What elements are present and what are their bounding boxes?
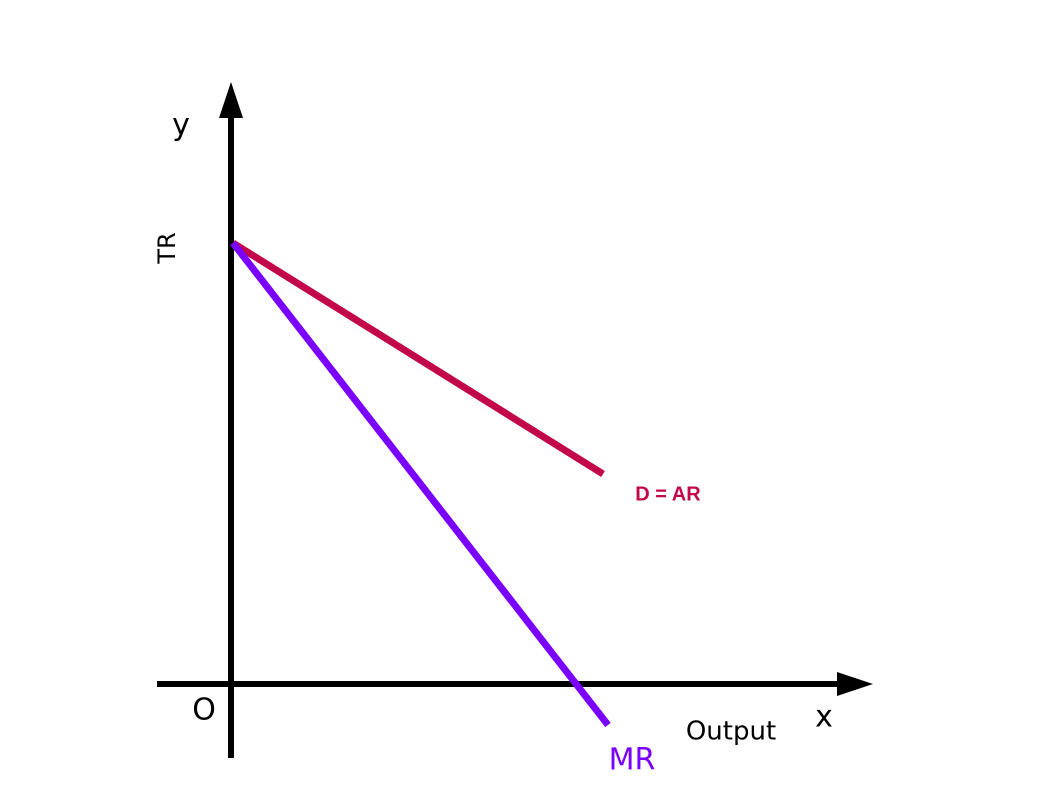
- y-title: TR: [153, 232, 181, 264]
- demand-label: D = AR: [635, 483, 701, 505]
- x-axis-arrow: [837, 672, 873, 696]
- mr-label: MR: [609, 743, 656, 778]
- origin-label: O: [192, 693, 216, 728]
- y-label: y: [172, 108, 190, 143]
- demand-curve: [231, 240, 605, 477]
- x-label: x: [815, 700, 833, 735]
- x-title: Output: [686, 717, 776, 747]
- mr-curve: [230, 240, 611, 728]
- y-axis-arrow: [219, 82, 243, 118]
